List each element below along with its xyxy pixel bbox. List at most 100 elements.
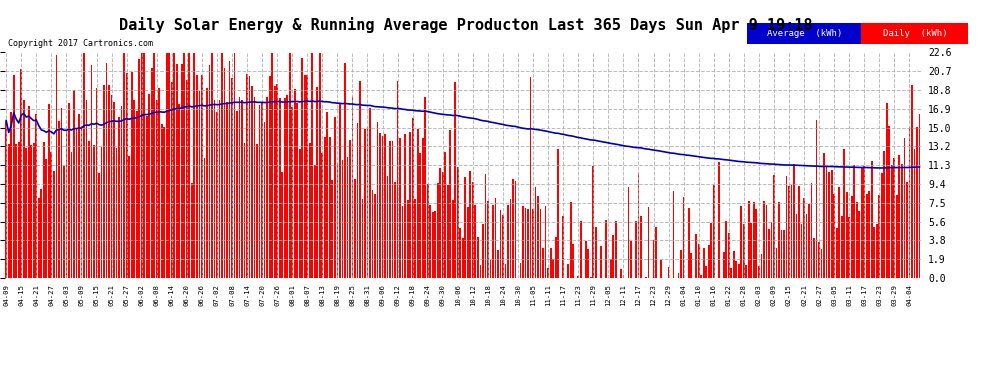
Bar (58, 121, 59, 278)
Bar (821, 249, 823, 278)
Bar (655, 226, 657, 278)
Bar (510, 199, 512, 278)
Bar (317, 87, 318, 278)
Bar (407, 200, 409, 278)
Bar (301, 58, 303, 278)
Bar (826, 166, 828, 278)
Bar (464, 177, 466, 278)
Bar (88, 141, 90, 278)
Bar (43, 142, 45, 278)
Bar (703, 248, 705, 278)
Bar (535, 188, 537, 278)
Bar (366, 127, 368, 278)
Bar (492, 205, 494, 278)
Bar (876, 224, 878, 278)
Bar (850, 196, 852, 278)
Bar (803, 198, 805, 278)
Bar (430, 206, 431, 278)
Bar (332, 180, 334, 278)
Bar (65, 130, 67, 278)
Bar (919, 114, 921, 278)
Bar (811, 183, 813, 278)
Bar (793, 164, 795, 278)
Bar (502, 215, 504, 278)
Bar (70, 152, 72, 278)
Bar (813, 238, 815, 278)
Bar (816, 120, 818, 278)
Bar (251, 86, 253, 278)
Bar (38, 198, 40, 278)
Bar (204, 158, 205, 278)
Bar (274, 86, 275, 278)
Bar (364, 129, 366, 278)
Bar (173, 53, 175, 278)
Bar (98, 173, 100, 278)
Bar (309, 144, 311, 278)
Bar (711, 223, 712, 278)
Bar (891, 165, 893, 278)
Bar (294, 89, 296, 278)
Bar (868, 191, 870, 278)
Bar (183, 53, 185, 278)
Bar (425, 97, 426, 278)
Bar (103, 86, 105, 278)
Bar (522, 207, 524, 278)
Bar (41, 189, 43, 278)
Bar (253, 96, 255, 278)
Bar (91, 65, 92, 278)
Bar (324, 137, 326, 278)
Bar (778, 202, 780, 278)
Bar (623, 275, 625, 278)
Bar (442, 172, 444, 278)
Bar (700, 275, 702, 278)
Bar (329, 137, 331, 278)
Bar (708, 245, 710, 278)
Bar (312, 53, 313, 278)
Bar (742, 224, 744, 278)
Bar (848, 217, 850, 278)
Bar (855, 202, 857, 278)
Bar (914, 149, 916, 278)
Bar (768, 229, 770, 278)
Bar (226, 102, 228, 278)
Bar (206, 88, 208, 278)
Bar (445, 152, 446, 278)
Bar (773, 175, 775, 278)
Bar (371, 189, 373, 278)
Bar (141, 53, 143, 278)
Bar (570, 202, 571, 278)
Bar (818, 242, 820, 278)
Bar (68, 103, 70, 278)
Bar (894, 158, 895, 278)
Bar (50, 152, 52, 278)
Bar (896, 195, 898, 278)
Bar (600, 246, 602, 278)
Bar (153, 53, 155, 278)
Bar (234, 53, 236, 278)
Bar (916, 127, 918, 278)
Bar (610, 260, 612, 278)
Bar (126, 73, 128, 278)
Bar (384, 134, 386, 278)
Bar (247, 74, 248, 278)
Bar (736, 261, 738, 278)
Bar (281, 172, 283, 278)
Bar (412, 118, 414, 278)
Bar (543, 248, 544, 278)
Bar (168, 53, 170, 278)
Bar (489, 260, 491, 278)
Bar (477, 237, 479, 278)
Bar (628, 186, 630, 278)
Bar (161, 124, 162, 278)
Bar (487, 201, 489, 278)
Bar (500, 210, 501, 278)
Bar (33, 143, 35, 278)
Bar (909, 127, 910, 278)
Bar (158, 88, 160, 278)
Bar (63, 166, 64, 278)
Bar (824, 153, 825, 278)
Bar (911, 85, 913, 278)
Bar (731, 268, 733, 278)
Bar (791, 185, 792, 278)
Bar (484, 174, 486, 278)
